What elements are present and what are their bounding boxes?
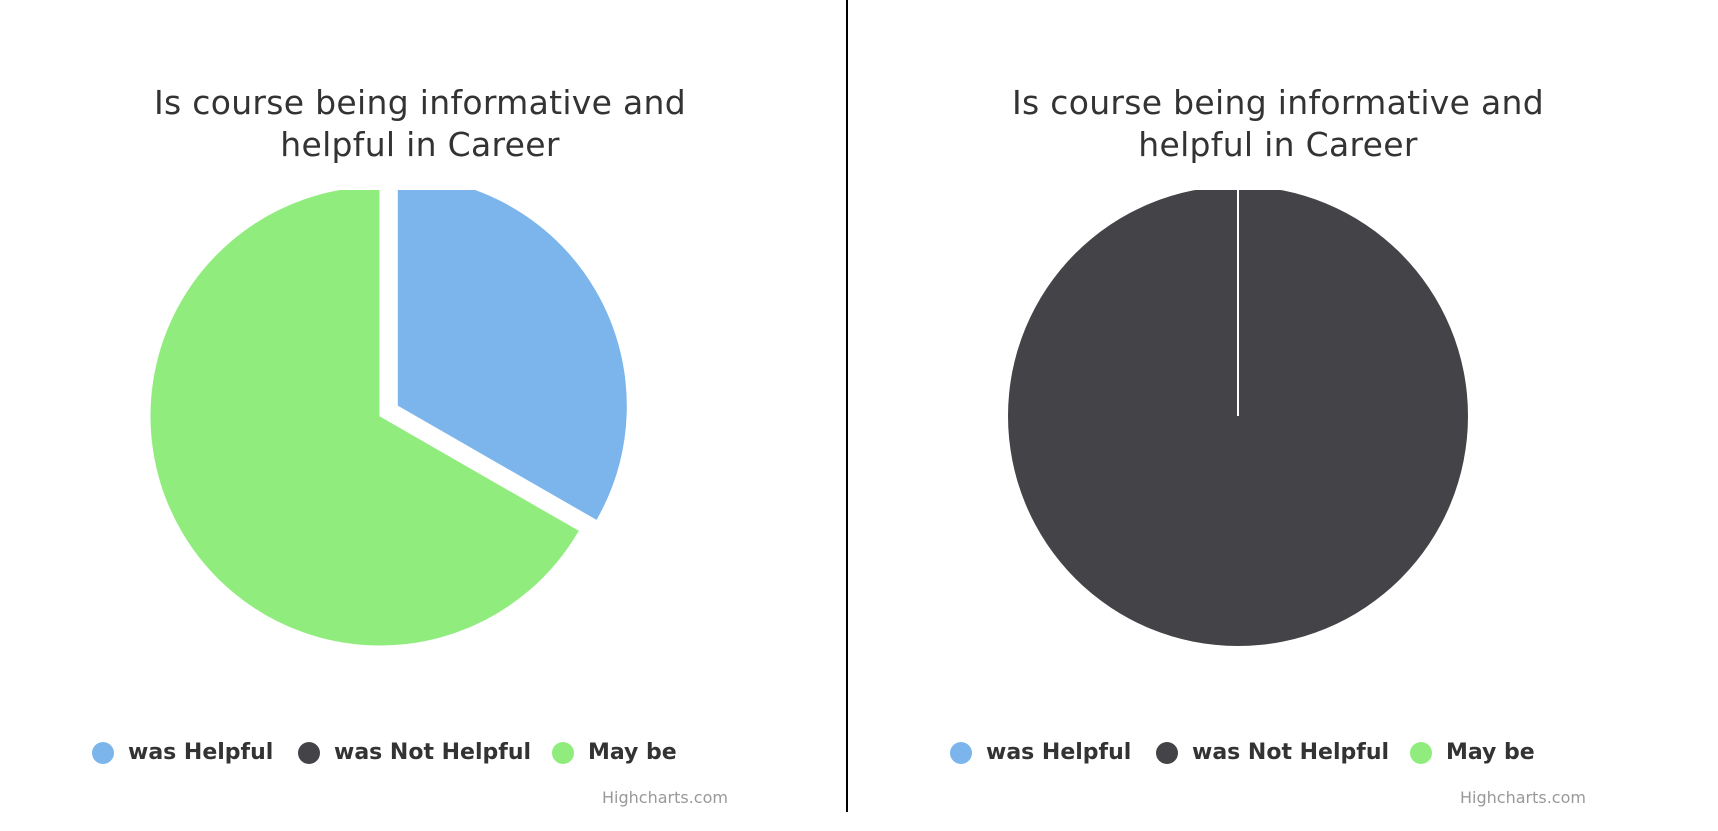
- legend-item-was-helpful[interactable]: was Helpful: [92, 740, 273, 765]
- legend-item-may-be[interactable]: May be: [1410, 740, 1535, 765]
- legend-label: was Helpful: [128, 740, 274, 765]
- legend-label: May be: [588, 740, 677, 765]
- legend-label: was Not Helpful: [334, 740, 532, 765]
- pie-chart: [1008, 190, 1468, 646]
- chart-title: Is course being informative and helpful …: [858, 82, 1698, 166]
- legend: was Helpful was Not Helpful May be: [0, 740, 840, 774]
- chart-panel-1: Is course being informative and helpful …: [0, 0, 840, 831]
- pie-slice-was-helpful[interactable]: [396, 190, 628, 522]
- legend-item-may-be[interactable]: May be: [552, 740, 677, 765]
- legend-item-was-not-helpful[interactable]: was Not Helpful: [1156, 740, 1389, 765]
- chart-title-line-2: helpful in Career: [280, 125, 560, 164]
- legend-dot-icon: [92, 741, 114, 764]
- chart-title-line-1: Is course being informative and: [153, 83, 687, 122]
- legend: was Helpful was Not Helpful May be: [858, 740, 1698, 774]
- divider: [846, 0, 848, 812]
- legend-dot-icon: [1410, 741, 1432, 764]
- pie-slice-may-be[interactable]: [149, 190, 581, 647]
- legend-dot-icon: [298, 741, 320, 764]
- legend-item-was-not-helpful[interactable]: was Not Helpful: [298, 740, 531, 765]
- legend-dot-icon: [950, 741, 972, 764]
- credit-link[interactable]: Highcharts.com: [602, 788, 728, 807]
- legend-label: was Not Helpful: [1192, 740, 1390, 765]
- legend-dot-icon: [1156, 741, 1178, 764]
- legend-label: was Helpful: [986, 740, 1132, 765]
- legend-dot-icon: [552, 741, 574, 764]
- chart-title-line-1: Is course being informative and: [1011, 83, 1545, 122]
- chart-title-line-2: helpful in Career: [1138, 125, 1418, 164]
- chart-panel-2: Is course being informative and helpful …: [858, 0, 1698, 831]
- chart-title: Is course being informative and helpful …: [0, 82, 840, 166]
- pie-slice-was-not-helpful[interactable]: [1008, 190, 1468, 646]
- pie-chart: [149, 190, 628, 647]
- legend-item-was-helpful[interactable]: was Helpful: [950, 740, 1131, 765]
- credit-link[interactable]: Highcharts.com: [1460, 788, 1586, 807]
- legend-label: May be: [1446, 740, 1535, 765]
